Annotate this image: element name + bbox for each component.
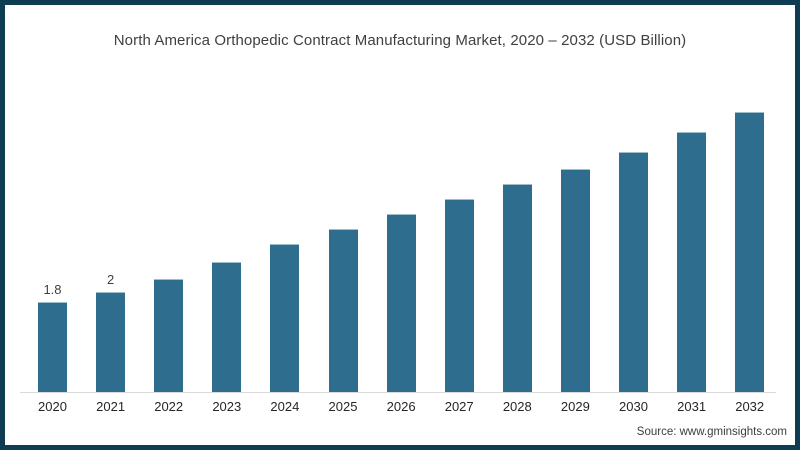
bar-2031 xyxy=(677,132,707,392)
x-tick-label-2026: 2026 xyxy=(386,399,416,414)
x-tick-label-2021: 2021 xyxy=(96,399,126,414)
bar-2020 xyxy=(38,302,67,392)
plot-area: 1.8 2020 2 2021 2022 2023 2024 2025 2026 2027 2028… xyxy=(5,5,795,445)
x-tick-label-2028: 2028 xyxy=(502,399,532,414)
bar-2021 xyxy=(96,292,126,392)
bar-2032 xyxy=(735,112,765,392)
x-tick-label-2020: 2020 xyxy=(38,399,67,414)
bar-2022 xyxy=(154,279,184,392)
x-tick-label-2032: 2032 xyxy=(735,399,765,414)
bar-2023 xyxy=(212,262,242,392)
x-tick-label-2030: 2030 xyxy=(619,399,648,414)
x-tick-label-2029: 2029 xyxy=(560,399,590,414)
bar-value-label-2021: 2 xyxy=(106,272,115,287)
x-tick-label-2025: 2025 xyxy=(328,399,358,414)
bar-2029 xyxy=(560,169,590,392)
bar-2025 xyxy=(328,229,358,392)
bar-2026 xyxy=(386,214,416,392)
x-tick-label-2023: 2023 xyxy=(212,399,242,414)
x-tick-label-2027: 2027 xyxy=(444,399,474,414)
x-tick-label-2022: 2022 xyxy=(154,399,184,414)
bar-2028 xyxy=(502,184,532,392)
bar-2027 xyxy=(444,199,474,392)
source-credit: Source: www.gminsights.com xyxy=(636,426,787,438)
bar-value-label-2020: 1.8 xyxy=(43,282,62,297)
x-tick-label-2024: 2024 xyxy=(270,399,300,414)
x-axis-line xyxy=(20,392,776,393)
chart-title: North America Orthopedic Contract Manufa… xyxy=(113,32,687,49)
bar-2024 xyxy=(270,244,300,392)
bar-2030 xyxy=(619,152,648,392)
x-tick-label-2031: 2031 xyxy=(677,399,707,414)
